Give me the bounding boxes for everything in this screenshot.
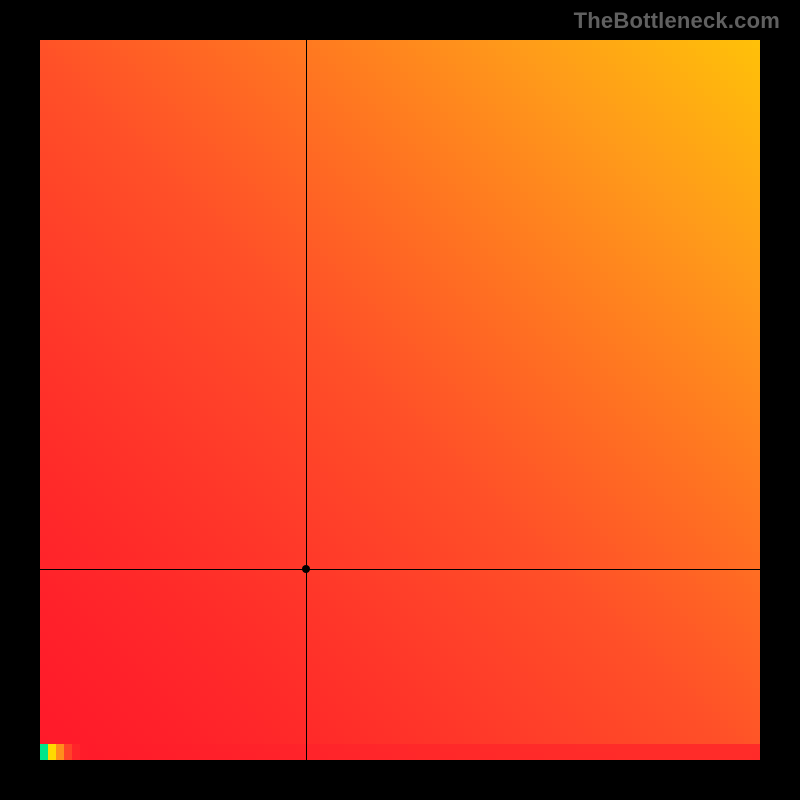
- bottleneck-heatmap-area: [40, 40, 760, 760]
- bottleneck-heatmap-canvas: [40, 40, 760, 760]
- watermark-text: TheBottleneck.com: [574, 8, 780, 34]
- crosshair-vertical: [306, 40, 307, 760]
- selection-marker-dot: [302, 565, 310, 573]
- crosshair-horizontal: [40, 569, 760, 570]
